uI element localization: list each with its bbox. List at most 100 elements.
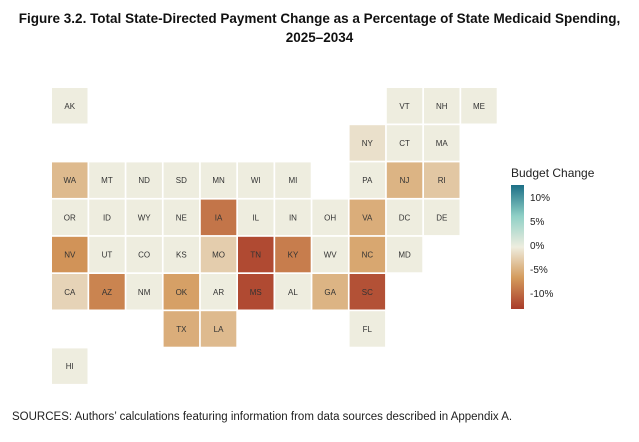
state-tile-az: AZ [89,274,125,310]
state-tile-fill [424,88,460,124]
state-tile-fill [52,199,88,236]
state-label: NJ [400,176,410,185]
state-tile-pa: PA [349,162,386,198]
state-label: WY [138,213,152,222]
state-tile-in: IN [275,199,311,236]
state-tile-hi: HI [52,348,88,384]
state-tile-fill [163,311,200,347]
state-label: MS [250,288,262,297]
state-tile-ak: AK [52,88,88,124]
state-tile-fill [126,162,162,198]
state-tile-fill [52,274,88,310]
state-tile-fill [200,236,237,273]
state-tile-fill [200,162,237,198]
state-tile-wa: WA [52,162,88,198]
state-label: AZ [102,288,112,297]
state-tile-ny: NY [349,125,386,161]
state-tile-ar: AR [200,274,237,310]
state-label: DE [436,213,447,222]
state-label: NV [64,251,76,260]
state-tile-nd: ND [126,162,162,198]
state-label: MA [436,139,449,148]
state-tile-fill [349,236,386,273]
state-label: NE [176,213,187,222]
state-label: NY [362,139,374,148]
state-tile-me: ME [461,88,497,124]
state-label: NH [436,102,448,111]
state-tile-fill [89,199,125,236]
state-label: AK [64,102,75,111]
state-label: NM [138,288,151,297]
state-tile-de: DE [424,199,460,236]
state-tile-fill [200,274,237,310]
state-label: HI [66,362,74,371]
state-tile-ok: OK [163,274,200,310]
state-label: MT [101,176,113,185]
state-label: ID [103,213,111,222]
state-label: RI [438,176,446,185]
state-label: CO [138,251,150,260]
state-tile-wi: WI [238,162,274,198]
legend-tick-label: 0% [530,241,545,252]
chart-title-line-1: Figure 3.2. Total State-Directed Payment… [18,11,621,26]
state-tile-fill [386,236,423,273]
state-tile-ky: KY [275,236,311,273]
state-tile-fill [349,125,386,161]
state-tile-nv: NV [52,236,88,273]
state-tile-co: CO [126,236,162,273]
state-tile-fill [349,162,386,198]
state-tile-ut: UT [89,236,125,273]
state-label: GA [324,288,336,297]
state-label: SD [176,176,187,185]
state-tile-va: VA [349,199,386,236]
state-label: WV [324,251,338,260]
state-tile-fill [163,199,200,236]
state-label: ND [138,176,150,185]
state-tile-or: OR [52,199,88,236]
state-label: VA [362,213,373,222]
state-label: ME [473,102,485,111]
state-tile-ga: GA [312,274,348,310]
state-tile-fill [52,236,88,273]
state-tile-ri: RI [424,162,460,198]
state-tile-fill [275,199,311,236]
state-label: OH [324,213,336,222]
state-tile-fill [349,274,386,310]
state-tile-fill [89,162,125,198]
state-label: SC [362,288,373,297]
state-label: AR [213,288,224,297]
legend-tick-label: 5% [530,217,545,229]
state-label: WA [63,176,76,185]
state-tile-mo: MO [200,236,237,273]
state-tile-fill [52,348,88,384]
state-tile-fill [424,125,460,161]
state-tile-ca: CA [52,274,88,310]
state-tile-sd: SD [163,162,200,198]
state-label: CA [64,288,76,297]
state-tile-fill [424,162,460,198]
state-label: UT [102,251,113,260]
state-tile-fill [312,236,348,273]
state-tile-fill [275,274,311,310]
state-tile-tx: TX [163,311,200,347]
state-tile-ct: CT [386,125,423,161]
state-tile-nc: NC [349,236,386,273]
state-tile-fill [424,199,460,236]
state-tile-fill [461,88,497,124]
state-tile-fill [275,162,311,198]
state-tile-fill [238,199,274,236]
state-tile-id: ID [89,199,125,236]
state-tile-fill [52,162,88,198]
state-tile-sc: SC [349,274,386,310]
state-tile-fill [275,236,311,273]
state-tile-fill [386,125,423,161]
state-tile-fill [386,162,423,198]
state-tile-wy: WY [126,199,162,236]
legend-tick-label: -10% [530,288,554,300]
state-tile-fill [349,199,386,236]
legend-tick-label: -5% [530,264,548,276]
state-label: NC [362,251,374,260]
state-tile-fill [312,274,348,310]
state-tile-al: AL [275,274,311,310]
